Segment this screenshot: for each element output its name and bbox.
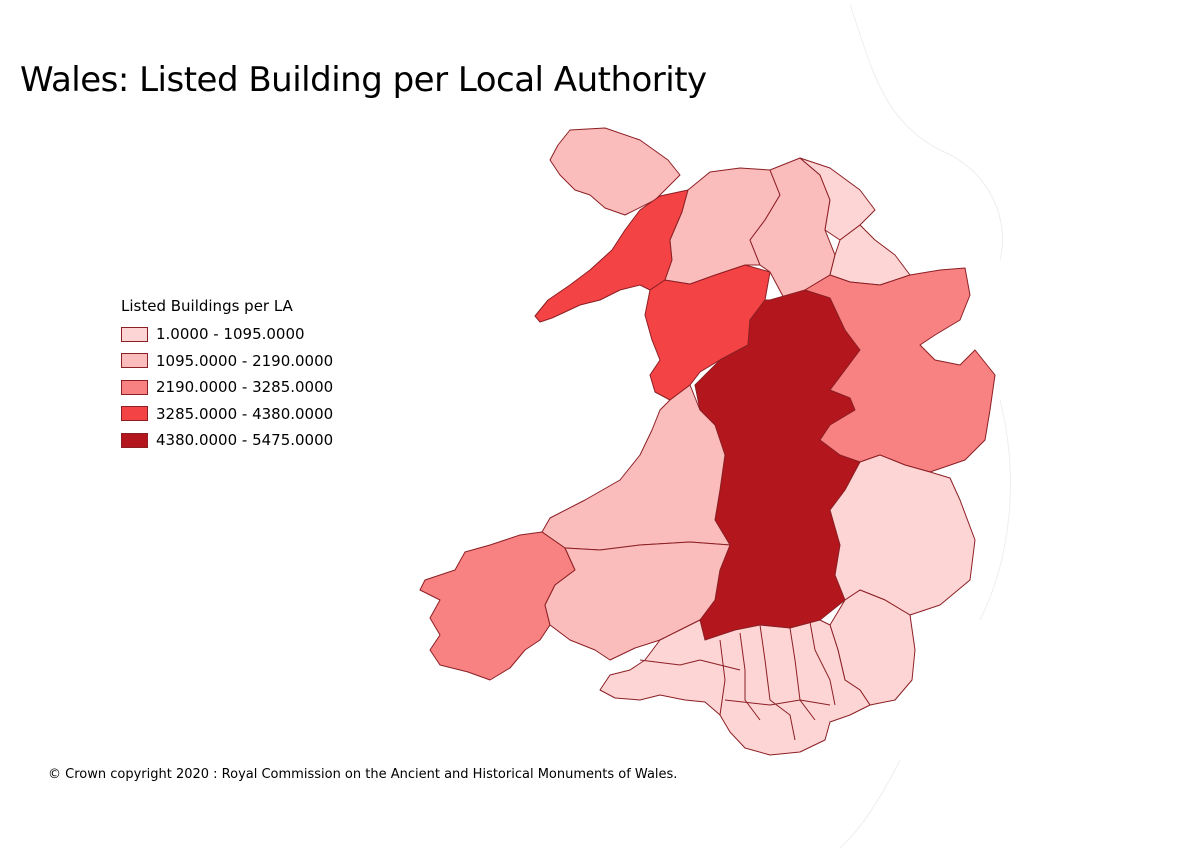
legend-swatch [121,353,148,369]
legend-label: 1.0000 - 1095.0000 [156,325,305,344]
legend-swatch [121,432,148,448]
legend-item: 1095.0000 - 2190.0000 [121,348,333,375]
legend-item: 3285.0000 - 4380.0000 [121,401,333,428]
legend-title: Listed Buildings per LA [121,297,293,315]
legend: Listed Buildings per LA 1.0000 - 1095.00… [121,297,333,454]
legend-label: 3285.0000 - 4380.0000 [156,404,334,423]
legend-swatch [121,379,148,395]
region-anglesey [549,127,681,216]
legend-item: 4380.0000 - 5475.0000 [121,427,333,454]
legend-label: 4380.0000 - 5475.0000 [156,431,334,450]
legend-label: 2190.0000 - 3285.0000 [156,378,334,397]
region-shropshire-border [804,267,996,473]
legend-swatch [121,406,148,422]
legend-label: 1095.0000 - 2190.0000 [156,351,334,370]
legend-item: 1.0000 - 1095.0000 [121,321,333,348]
copyright-notice: © Crown copyright 2020 : Royal Commissio… [48,767,678,782]
legend-item: 2190.0000 - 3285.0000 [121,374,333,401]
ghost-coastline [839,4,1011,848]
region-conwy [664,167,781,285]
region-herefordshire-border [829,454,976,616]
internal-boundaries [639,621,836,741]
map-title: Wales: Listed Building per Local Authori… [20,60,707,100]
legend-swatch [121,326,148,342]
